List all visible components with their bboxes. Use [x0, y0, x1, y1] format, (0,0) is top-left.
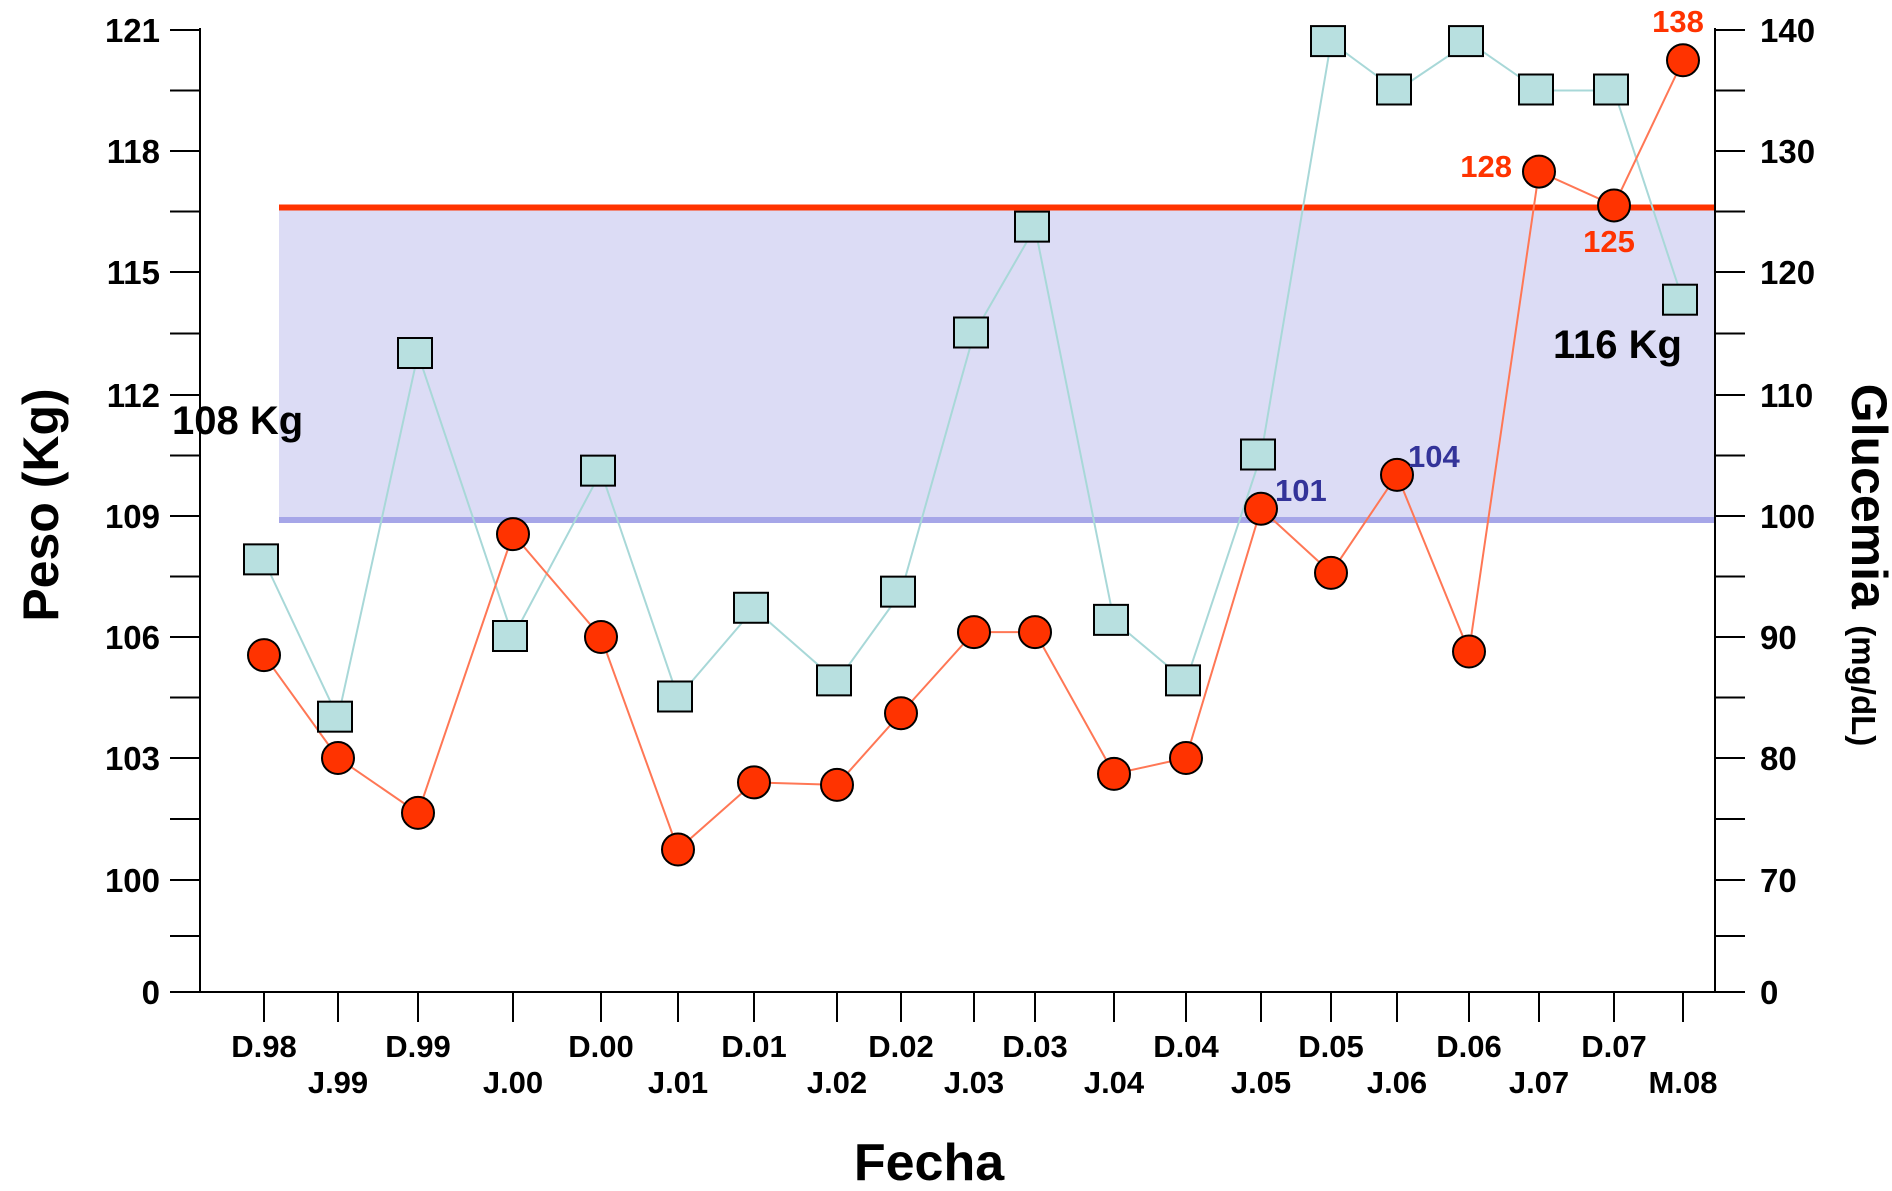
left-tick-label: 118: [107, 133, 160, 170]
left-tick-label: 103: [105, 740, 160, 777]
glucose-circle-marker: [1597, 188, 1631, 223]
annotation-104: 104: [1408, 439, 1460, 474]
weight-square-marker: [492, 620, 528, 652]
glucose-circle-marker: [1169, 741, 1203, 775]
x-tick-label: M.08: [1649, 1065, 1718, 1100]
weight-square-marker: [1448, 25, 1484, 58]
weight-square-marker: [1518, 73, 1554, 106]
glucose-series-line: [263, 59, 1684, 852]
glucose-circle-marker: [737, 765, 771, 800]
glucose-circle-marker: [1018, 615, 1052, 650]
left-y-axis-title: Peso (Kg): [13, 388, 69, 621]
right-y-ticks: 0 70 80 90 100 110 120 130 140: [1715, 12, 1815, 1011]
annotation-138: 138: [1652, 4, 1704, 39]
glucose-circle-marker: [661, 832, 695, 867]
weight-square-marker: [1662, 283, 1698, 316]
weight-square-marker: [1310, 25, 1346, 58]
right-tick-label: 90: [1760, 619, 1797, 656]
x-tick-label: D.01: [721, 1029, 786, 1064]
axes: [199, 28, 1716, 993]
glucose-circle-marker: [957, 615, 991, 650]
right-tick-label: 110: [1760, 377, 1813, 414]
weight-square-marker: [657, 680, 693, 713]
series-markers: [243, 25, 1700, 867]
x-tick-label: J.05: [1231, 1065, 1291, 1100]
annotation-108-kg: 108 Kg: [172, 399, 303, 443]
x-tick-label: D.02: [868, 1029, 933, 1064]
glucose-circle-marker: [1314, 555, 1348, 590]
glucose-circle-marker: [1097, 756, 1131, 791]
left-tick-label: 115: [107, 254, 160, 291]
right-tick-label: 100: [1760, 498, 1815, 535]
annotation-116-kg: 116 Kg: [1553, 323, 1682, 367]
annotation-125: 125: [1583, 224, 1635, 259]
glucose-circle-marker: [321, 741, 355, 775]
glucose-circle-marker: [496, 517, 530, 552]
weight-square-marker: [397, 337, 433, 369]
left-tick-label: 106: [105, 619, 160, 656]
weight-square-marker: [243, 543, 279, 576]
left-tick-label: 121: [105, 12, 160, 49]
weight-square-marker: [1093, 603, 1129, 636]
weight-square-marker: [1376, 73, 1412, 106]
glucose-circle-marker: [401, 795, 435, 830]
x-ticks: D.98 J.99 D.99 J.00 D.00 J.01 D.01 J.02D.02 J.03…: [231, 992, 1717, 1100]
right-tick-label: 130: [1760, 133, 1815, 170]
weight-square-marker: [1165, 664, 1201, 697]
x-tick-label: D.07: [1581, 1029, 1646, 1064]
left-tick-label: 0: [142, 974, 160, 1011]
annotation-101: 101: [1275, 473, 1327, 508]
right-y-axis-title-main: Glucemia: [1841, 384, 1892, 610]
right-tick-label: 80: [1760, 740, 1797, 777]
weight-square-marker: [1240, 438, 1276, 471]
right-y-axis-title-unit: (mg/dL): [1845, 625, 1882, 746]
weight-square-marker: [580, 454, 616, 487]
x-tick-label: J.06: [1367, 1065, 1427, 1100]
annotation-128: 128: [1460, 149, 1512, 184]
left-tick-label: 100: [105, 862, 160, 899]
right-tick-label: 120: [1760, 254, 1815, 291]
weight-square-marker: [816, 664, 852, 697]
glucose-circle-marker: [1522, 154, 1556, 189]
glucose-circle-marker: [884, 696, 918, 731]
glucose-circle-marker: [584, 620, 618, 654]
weight-square-marker: [733, 591, 769, 624]
glucose-circle-marker: [1452, 634, 1486, 669]
weight-square-marker: [317, 700, 353, 733]
right-y-axis-title: Glucemia (mg/dL): [1841, 384, 1892, 747]
x-tick-label: J.04: [1084, 1065, 1145, 1100]
left-y-ticks: 0 100 103 106 109 112 115 118 121: [105, 12, 200, 1011]
glucose-circle-marker: [1244, 491, 1278, 526]
x-tick-label: J.02: [807, 1065, 867, 1100]
glucose-circle-marker: [1666, 43, 1700, 78]
weight-square-marker: [1014, 210, 1050, 243]
x-tick-label: J.01: [648, 1065, 708, 1100]
weight-square-marker: [880, 575, 916, 608]
x-tick-label: D.98: [231, 1029, 296, 1064]
right-tick-label: 140: [1760, 12, 1815, 49]
x-tick-label: D.03: [1002, 1029, 1067, 1064]
glucose-circle-marker: [820, 767, 854, 802]
glucose-circle-marker: [1380, 457, 1414, 492]
x-axis-title: Fecha: [854, 1134, 1005, 1191]
left-tick-label: 109: [105, 498, 160, 535]
x-tick-label: D.99: [385, 1029, 450, 1064]
target-range-band: [279, 207, 1715, 521]
glucose-circle-marker: [247, 638, 281, 673]
weight-square-marker: [1593, 73, 1629, 106]
left-tick-label: 112: [107, 377, 160, 414]
x-tick-label: D.00: [568, 1029, 633, 1064]
right-tick-label: 0: [1760, 974, 1778, 1011]
x-tick-label: J.07: [1509, 1065, 1569, 1100]
x-tick-label: D.05: [1298, 1029, 1363, 1064]
weight-square-marker: [953, 316, 989, 349]
x-tick-label: J.99: [308, 1065, 368, 1100]
x-tick-label: D.06: [1436, 1029, 1501, 1064]
x-tick-label: J.03: [944, 1065, 1004, 1100]
x-tick-label: J.00: [483, 1065, 543, 1100]
x-tick-label: D.04: [1153, 1029, 1219, 1064]
right-tick-label: 70: [1760, 862, 1797, 899]
